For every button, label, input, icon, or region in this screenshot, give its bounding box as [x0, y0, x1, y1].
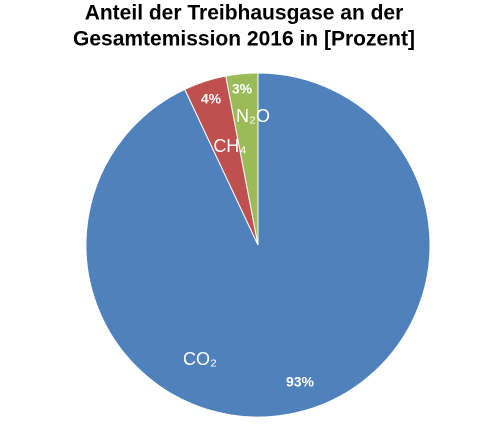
slice-label: N₂O — [236, 106, 270, 126]
chart-title: Gesamtemission 2016 in [Prozent] — [73, 28, 415, 51]
value-label: 93% — [286, 374, 315, 390]
chart-title: Anteil der Treibhausgase an der — [85, 2, 404, 25]
pie-slice — [225, 72, 259, 246]
slice-label: CH₄ — [213, 136, 246, 156]
pie-slice — [85, 72, 431, 418]
slice-label: CO₂ — [183, 349, 217, 369]
value-label: 4% — [201, 91, 222, 107]
value-label: 3% — [232, 81, 253, 97]
